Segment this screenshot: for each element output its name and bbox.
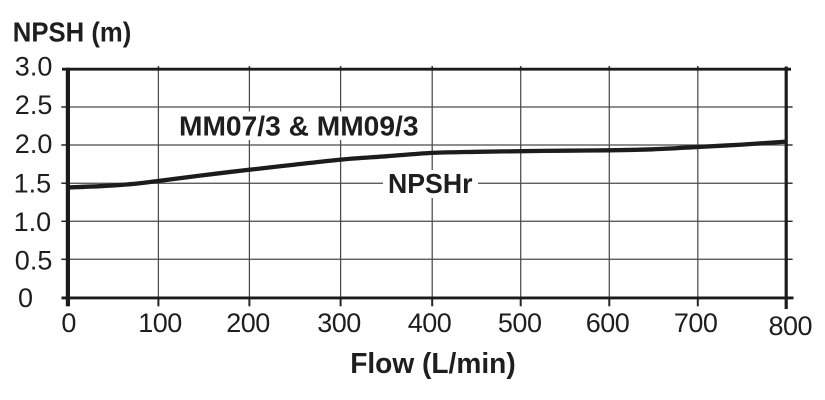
svg-text:Flow (L/min): Flow (L/min) [350,348,516,380]
svg-text:2.0: 2.0 [15,129,53,159]
svg-text:400: 400 [408,308,452,338]
svg-text:300: 300 [317,308,361,338]
svg-text:0: 0 [18,283,33,313]
svg-text:NPSHr: NPSHr [388,168,473,199]
svg-text:200: 200 [226,308,270,338]
svg-text:1.0: 1.0 [14,207,52,237]
svg-text:500: 500 [498,308,542,338]
svg-text:2.5: 2.5 [15,90,53,120]
svg-text:0: 0 [61,308,76,338]
svg-text:800: 800 [769,311,813,341]
svg-text:0.5: 0.5 [15,245,53,275]
svg-text:1.5: 1.5 [14,168,52,198]
svg-text:600: 600 [586,308,630,338]
svg-text:MM07/3 & MM09/3: MM07/3 & MM09/3 [179,110,419,141]
svg-text:3.0: 3.0 [15,52,53,82]
svg-text:700: 700 [674,308,718,338]
svg-text:100: 100 [138,308,182,338]
svg-text:NPSH (m): NPSH (m) [13,17,132,48]
